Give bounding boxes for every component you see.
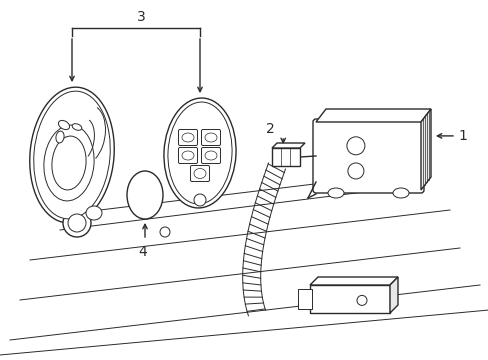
Ellipse shape	[182, 133, 194, 142]
FancyBboxPatch shape	[190, 166, 209, 181]
FancyBboxPatch shape	[201, 148, 220, 163]
Text: 3: 3	[136, 10, 145, 24]
Ellipse shape	[356, 296, 366, 305]
Ellipse shape	[347, 163, 363, 179]
Bar	[309, 285, 389, 313]
Polygon shape	[420, 109, 430, 190]
Polygon shape	[309, 277, 397, 285]
Ellipse shape	[327, 188, 343, 198]
FancyBboxPatch shape	[201, 130, 220, 145]
Polygon shape	[271, 143, 305, 148]
Ellipse shape	[30, 87, 114, 223]
Ellipse shape	[392, 188, 408, 198]
Ellipse shape	[127, 171, 163, 219]
Ellipse shape	[34, 91, 110, 219]
Ellipse shape	[194, 194, 205, 206]
Ellipse shape	[72, 124, 81, 130]
FancyBboxPatch shape	[178, 130, 197, 145]
Ellipse shape	[68, 214, 86, 232]
Ellipse shape	[346, 137, 364, 155]
Ellipse shape	[194, 168, 205, 179]
Polygon shape	[389, 277, 397, 313]
Ellipse shape	[86, 206, 102, 220]
FancyBboxPatch shape	[312, 119, 423, 193]
Ellipse shape	[167, 102, 232, 204]
Ellipse shape	[58, 120, 69, 130]
Ellipse shape	[52, 136, 86, 190]
FancyBboxPatch shape	[178, 148, 197, 163]
Ellipse shape	[56, 131, 64, 143]
Ellipse shape	[182, 151, 194, 160]
Bar	[271, 148, 299, 166]
Bar	[297, 289, 311, 309]
Text: 2: 2	[265, 122, 274, 136]
Text: 1: 1	[457, 129, 466, 143]
Ellipse shape	[44, 125, 94, 201]
Ellipse shape	[163, 98, 236, 208]
Text: 4: 4	[138, 245, 147, 259]
Polygon shape	[315, 109, 430, 122]
Ellipse shape	[63, 209, 91, 237]
Ellipse shape	[204, 133, 217, 142]
Ellipse shape	[160, 227, 170, 237]
Ellipse shape	[204, 151, 217, 160]
